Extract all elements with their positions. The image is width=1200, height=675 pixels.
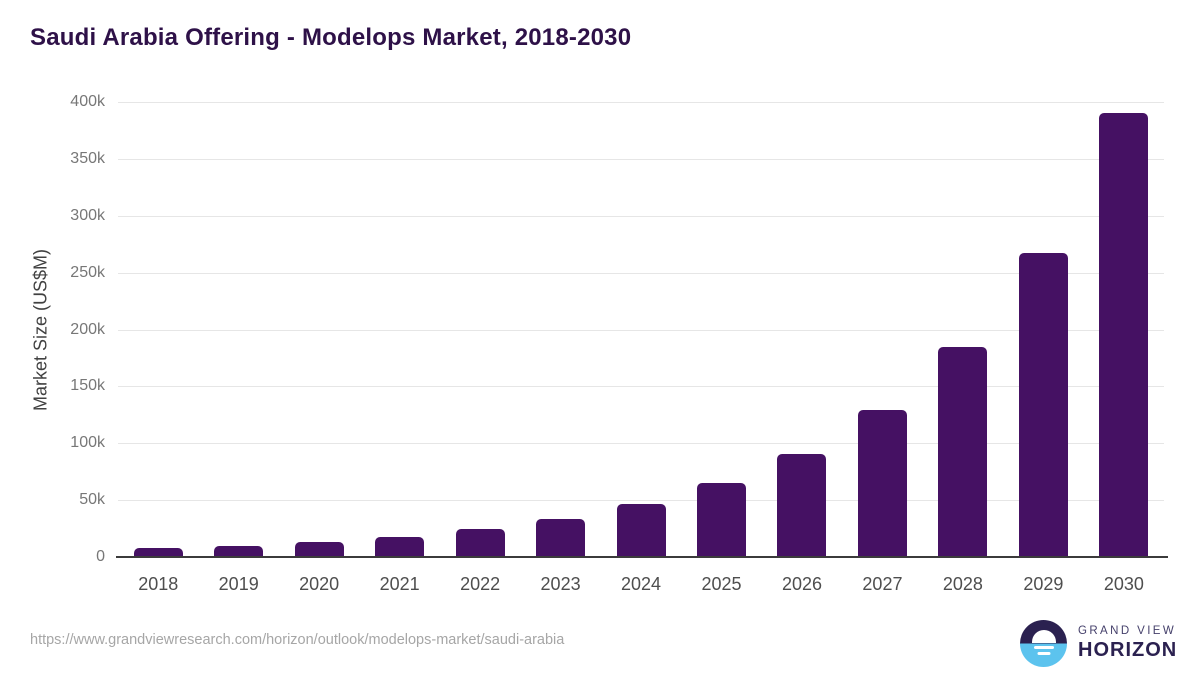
- y-tick-label: 400k: [70, 93, 105, 110]
- bar-2022: [455, 528, 505, 557]
- plot-area: [116, 102, 1168, 558]
- x-tick-labels: 2018 2019 2020 2021 2022 2023 2024 2025 2026 2027…: [118, 570, 1164, 598]
- x-tick-label: 2019: [218, 574, 259, 594]
- y-tick-label: 150k: [70, 377, 105, 395]
- sun-dome-shape: [1031, 630, 1056, 643]
- x-axis-line: [116, 556, 1168, 558]
- x-tick-label: 2029: [1023, 574, 1064, 594]
- y-tick-label: 50k: [79, 491, 105, 509]
- x-tick-label: 2021: [379, 574, 420, 594]
- bar-2021: [375, 537, 425, 557]
- x-tick-label: 2018: [138, 574, 179, 594]
- y-tick-label: 200k: [70, 320, 105, 338]
- bar-slot: [440, 102, 520, 557]
- bar-slot: [198, 102, 278, 557]
- x-tick-label: 2030: [1103, 574, 1144, 594]
- y-tick-label: 300k: [70, 206, 105, 224]
- bar-slot: [359, 102, 439, 557]
- bar-slot: [118, 102, 198, 557]
- bar-2020: [294, 541, 344, 557]
- bar-slot: [1003, 102, 1083, 557]
- bar-slot: [681, 102, 761, 557]
- horizon-sunset-icon: [1020, 620, 1067, 667]
- bar-slot: [842, 102, 922, 557]
- chart-title: Saudi Arabia Offering - Modelops Market,…: [30, 24, 632, 51]
- reflection-stripe: [1033, 645, 1054, 649]
- bar-slot: [279, 102, 359, 557]
- x-tick-label: 2022: [460, 574, 501, 594]
- x-tick-label: 2027: [862, 574, 903, 594]
- bar-2030: [1099, 113, 1149, 557]
- x-tick-label: 2020: [299, 574, 340, 594]
- brand-wordmark: GRAND VIEW HORIZON: [1078, 625, 1177, 662]
- y-tick-labels: 0 50k 100k 150k 200k 250k 300k 350k 400k: [0, 93, 105, 565]
- y-tick-label: 0: [96, 548, 105, 565]
- bar-2018: [133, 548, 183, 557]
- bar-slot: [1084, 102, 1164, 557]
- bar-2029: [1018, 253, 1068, 557]
- brand-name-bottom: HORIZON: [1078, 639, 1178, 661]
- y-tick-label: 250k: [70, 263, 105, 281]
- source-url: https://www.grandviewresearch.com/horizo…: [30, 632, 565, 648]
- brand-name-top: GRAND VIEW: [1078, 625, 1177, 637]
- gridline: [118, 443, 1164, 445]
- gridline: [118, 329, 1164, 331]
- bar-2019: [214, 545, 264, 557]
- bar-slot: [923, 102, 1003, 557]
- x-tick-label: 2025: [701, 574, 742, 594]
- bars-layer: [118, 102, 1164, 557]
- gridline: [118, 272, 1164, 274]
- bar-2025: [697, 483, 747, 557]
- bar-2028: [938, 346, 988, 557]
- x-tick-label: 2024: [621, 574, 662, 594]
- y-tick-label: 100k: [70, 434, 105, 452]
- reflection-stripe: [1037, 651, 1050, 655]
- bar-2027: [857, 410, 907, 557]
- x-tick-label: 2028: [942, 574, 983, 594]
- bar-slot: [601, 102, 681, 557]
- bar-2024: [616, 504, 666, 557]
- gridline: [118, 158, 1164, 160]
- x-tick-label: 2023: [540, 574, 581, 594]
- bar-2026: [777, 453, 827, 557]
- bar-slot: [520, 102, 600, 557]
- gridline: [118, 215, 1164, 217]
- gridline: [118, 102, 1164, 103]
- bar-slot: [762, 102, 842, 557]
- y-tick-label: 350k: [70, 149, 105, 167]
- gridline: [118, 386, 1164, 388]
- gridline: [118, 500, 1164, 502]
- x-tick-label: 2026: [781, 574, 822, 594]
- brand-logo: GRAND VIEW HORIZON: [1020, 620, 1177, 667]
- bar-2023: [536, 518, 586, 557]
